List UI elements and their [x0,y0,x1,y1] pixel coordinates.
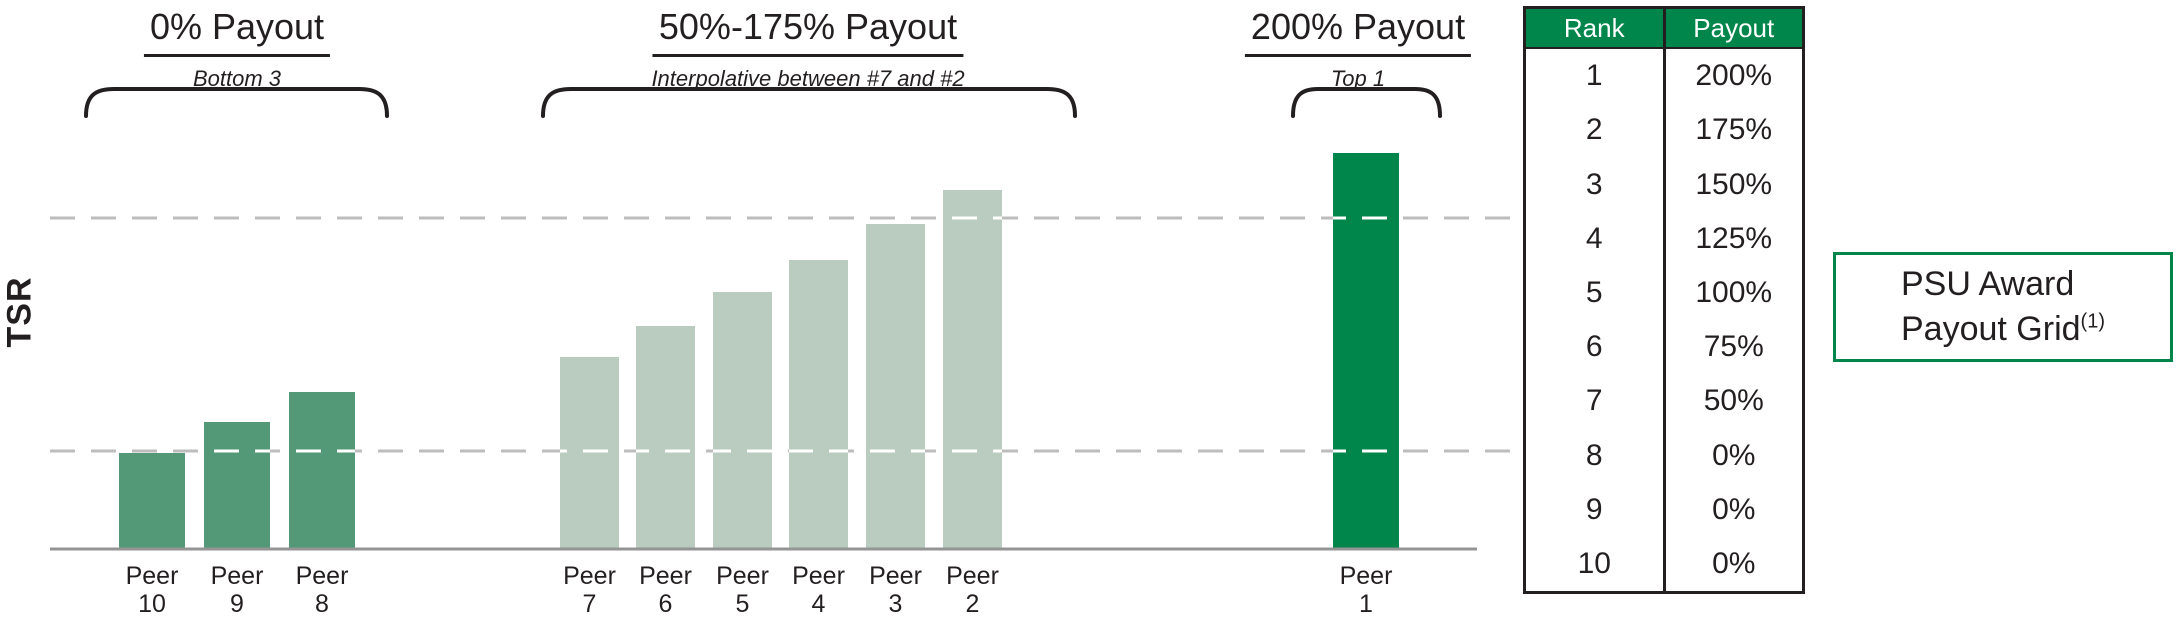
bar-label-line2: 9 [230,590,244,617]
rank-cell: 8 [1526,428,1666,483]
table-row: 1 200% [1526,49,1802,104]
rank-cell: 6 [1526,320,1666,375]
bar-label-line2: 1 [1359,590,1373,617]
bar-peer-1 [1333,153,1399,549]
table-row: 7 50% [1526,374,1802,429]
rank-cell: 4 [1526,211,1666,266]
section-header-50-175-payout: 50%-175% Payout Interpolative between #7… [651,6,964,92]
bar-label-line2: 4 [812,590,826,617]
payout-cell: 0% [1712,492,1756,526]
bar-label-line2: 5 [736,590,750,617]
bar-label-line1: Peer [211,562,264,590]
rank-cell: 3 [1526,157,1666,212]
payout-cell: 200% [1695,59,1773,93]
psu-award-callout-box: PSU Award Payout Grid(1) [1833,252,2173,362]
bar-label-line2: 2 [966,590,980,617]
bar-label-line2: 6 [659,590,673,617]
rank-cell: 1 [1526,49,1666,104]
bar-peer-5 [713,292,772,549]
table-row: 10 0% [1526,536,1802,592]
table-row: 4 125% [1526,211,1802,266]
table-row: 8 0% [1526,428,1802,483]
payout-cell: 0% [1712,438,1756,472]
callout-line1: PSU Award [1901,265,2075,304]
payout-cell: 100% [1695,275,1773,309]
table-row: 5 100% [1526,265,1802,321]
bar-label-line1: Peer [639,562,692,590]
section-header-0-payout: 0% Payout Bottom 3 [143,6,331,92]
payout-cell: 125% [1695,221,1773,255]
payout-cell: 75% [1703,330,1764,364]
y-axis-label: TSR [0,276,39,348]
rank-cell: 9 [1526,482,1666,537]
bar-peer-10 [119,453,185,549]
callout-line2: Payout Grid [1901,310,2081,348]
bracket-bottom3 [84,87,389,118]
bar-label-line1: Peer [869,562,922,590]
section-subtitle: Top 1 [1330,66,1386,91]
rank-cell: 10 [1526,536,1666,592]
bar-label-line1: Peer [946,562,999,590]
bar-peer-6 [636,326,695,549]
table-header-row: Rank Payout [1526,9,1802,49]
bar-label-line2: 8 [315,590,329,617]
bar-peer-3 [866,224,925,549]
rank-cell: 2 [1526,103,1666,158]
bar-label-line2: 3 [889,590,903,617]
callout-footnote-marker: (1) [2080,310,2105,333]
bracket-top1 [1291,87,1442,118]
payout-column-header: Payout [1693,12,1775,43]
bar-peer-8 [289,392,355,549]
psu-award-callout-text: PSU Award Payout Grid(1) [1901,262,2105,352]
table-row: 6 75% [1526,320,1802,375]
table-row: 3 150% [1526,157,1802,212]
bar-label-line2: 7 [583,590,597,617]
bar-peer-7 [560,357,619,549]
section-title: 0% Payout [143,6,331,57]
bar-label-line1: Peer [563,562,616,590]
rank-cell: 5 [1526,265,1666,321]
payout-grid-table: Rank Payout 1 200% 2 175% 3 150% 4 125% 5 100% 6 75… [1523,6,1805,594]
payout-cell: 150% [1695,167,1773,201]
section-title: 200% Payout [1244,6,1472,57]
table-row: 2 175% [1526,103,1802,158]
rank-column-header: Rank [1526,9,1666,47]
bar-label-line1: Peer [296,562,349,590]
payout-cell: 175% [1695,113,1773,147]
payout-cell: 0% [1712,546,1756,580]
bar-label-line1: Peer [1340,562,1393,590]
tsr-bar-chart: Peer10Peer9Peer8Peer7Peer6Peer5Peer4Peer… [50,153,1522,617]
payout-cell: 50% [1703,384,1764,418]
bar-label-line2: 10 [138,590,166,617]
section-subtitle: Interpolative between #7 and #2 [651,66,965,91]
section-header-200-payout: 200% Payout Top 1 [1244,6,1472,92]
bar-label-line1: Peer [126,562,179,590]
section-subtitle: Bottom 3 [192,66,282,91]
bar-label-line1: Peer [716,562,769,590]
table-row: 9 0% [1526,482,1802,537]
bar-peer-9 [204,422,270,549]
bar-peer-2 [943,190,1002,549]
bar-peer-4 [789,260,848,549]
bar-label-line1: Peer [792,562,845,590]
bracket-interpolative [541,87,1077,118]
section-title: 50%-175% Payout [652,6,964,57]
rank-cell: 7 [1526,374,1666,429]
